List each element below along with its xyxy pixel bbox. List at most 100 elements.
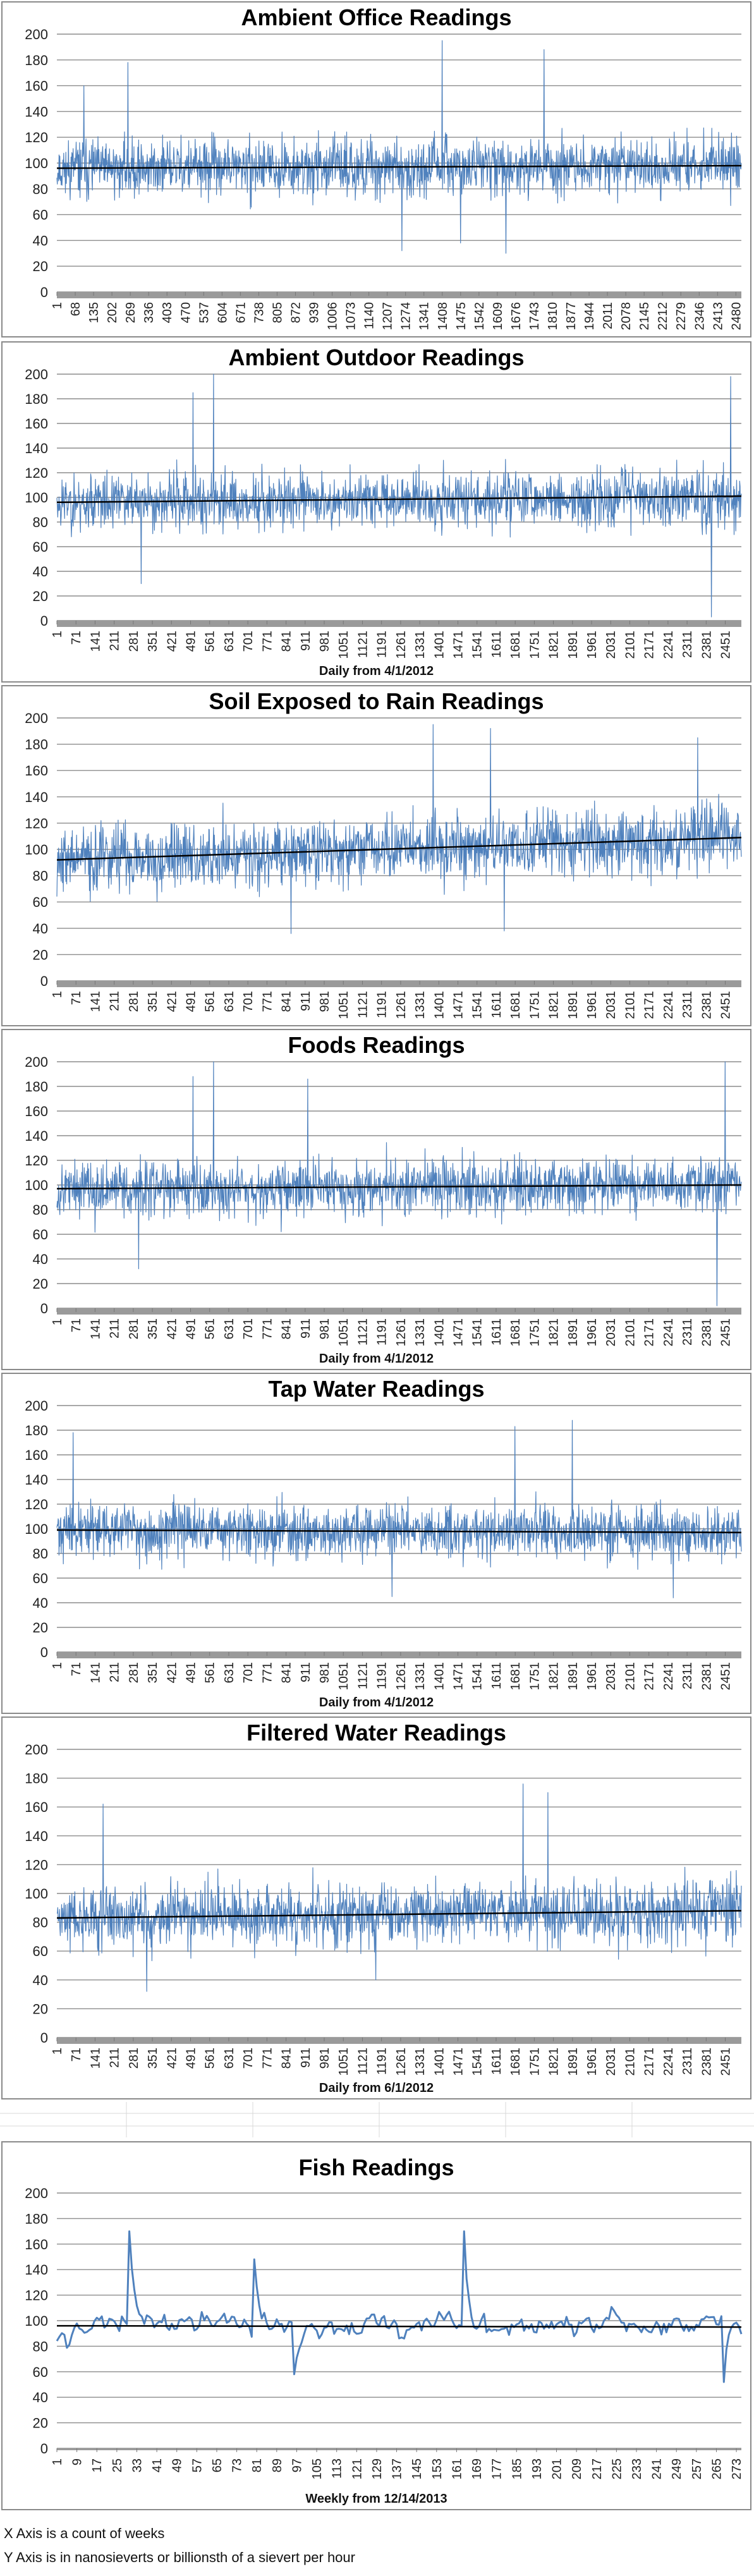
- x-tick-label: 1471: [452, 631, 466, 659]
- x-tick-label: 1541: [471, 1662, 485, 1691]
- x-tick-label: 1541: [471, 631, 485, 659]
- x-tick-label: 1961: [585, 1662, 599, 1691]
- x-tick-label: 105: [310, 2458, 324, 2479]
- x-tick-label: 351: [146, 2048, 160, 2069]
- trend-line: [56, 837, 742, 861]
- x-tick-label: 141: [88, 2048, 102, 2069]
- x-tick-label: 1751: [528, 1318, 542, 1347]
- x-tick-label: 1542: [473, 302, 487, 331]
- chart-svg: Foods Readings 0 20 40 60 80 100 120 140 160 180 20…: [25, 1032, 742, 1366]
- x-axis: [57, 2038, 741, 2044]
- y-tick-label: 60: [33, 2364, 48, 2380]
- y-tick-label: 60: [33, 1571, 48, 1586]
- x-tick-label: 911: [299, 1662, 313, 1682]
- y-tick-label: 140: [25, 2262, 48, 2278]
- y-tick-label: 60: [33, 539, 48, 555]
- y-tick-label: 200: [25, 367, 48, 382]
- x-tick-label: 841: [280, 1662, 294, 1683]
- x-tick-label: 491: [185, 991, 198, 1012]
- y-tick-label: 40: [33, 1251, 48, 1267]
- x-tick-label: 1611: [490, 1318, 504, 1346]
- x-tick-label: 1611: [490, 2048, 504, 2075]
- x-tick-label: 1751: [528, 1662, 542, 1691]
- y-tick-label: 140: [25, 1472, 48, 1488]
- x-tick-label: 1681: [509, 631, 523, 659]
- x-tick-label: 2011: [601, 302, 615, 329]
- x-tick-label: 2031: [604, 1662, 618, 1691]
- data-series-line: [56, 374, 742, 617]
- x-tick-label: 2101: [623, 1318, 637, 1347]
- x-tick-label: 1611: [490, 1662, 504, 1689]
- x-tick-label: 470: [179, 302, 193, 323]
- y-tick-label: 140: [25, 1828, 48, 1844]
- x-axis: [57, 621, 741, 627]
- x-tick-label: 257: [690, 2458, 704, 2479]
- x-axis: [57, 1652, 741, 1658]
- x-tick-label: 872: [289, 302, 303, 323]
- x-tick-label: 1401: [432, 991, 446, 1019]
- x-tick-label: 2381: [700, 631, 714, 659]
- chart-title: Ambient Office Readings: [241, 4, 511, 30]
- y-tick-label: 40: [33, 564, 48, 580]
- x-tick-label: 68: [69, 302, 83, 316]
- x-axis-label: Daily from 4/1/2012: [319, 664, 434, 678]
- x-tick-label: 2101: [623, 631, 637, 659]
- x-tick-label: 1891: [566, 1318, 580, 1347]
- chart-title: Foods Readings: [288, 1032, 465, 1058]
- x-tick-label: 193: [530, 2458, 544, 2479]
- data-series-line: [56, 40, 742, 254]
- x-tick-label: 939: [308, 302, 322, 323]
- x-tick-label: 1191: [375, 631, 389, 658]
- x-tick-label: 225: [610, 2458, 624, 2479]
- trend-line: [56, 1184, 742, 1190]
- x-tick-label: 2101: [623, 991, 637, 1019]
- y-tick-label: 120: [25, 465, 48, 481]
- x-tick-label: 911: [299, 991, 313, 1011]
- x-tick-label: 1821: [547, 2048, 561, 2076]
- x-tick-label: 1191: [375, 1318, 389, 1346]
- y-tick-label: 160: [25, 2237, 48, 2252]
- x-tick-label: 161: [450, 2458, 464, 2479]
- x-tick-label: 1401: [432, 1662, 446, 1691]
- y-tick-label: 60: [33, 1227, 48, 1242]
- x-tick-label: 201: [550, 2458, 564, 2479]
- y-tick-label: 140: [25, 104, 48, 119]
- x-tick-label: 1331: [413, 2048, 427, 2076]
- x-tick-label: 209: [570, 2458, 584, 2479]
- y-tick-label: 40: [33, 1972, 48, 1988]
- y-tick-label: 20: [33, 1276, 48, 1292]
- x-tick-label: 491: [185, 1318, 198, 1339]
- x-tick-label: 1681: [509, 1318, 523, 1347]
- x-tick-label: 421: [165, 1662, 179, 1683]
- x-tick-label: 177: [490, 2458, 504, 2479]
- x-tick-label: 2241: [662, 2048, 676, 2076]
- x-tick-label: 141: [88, 1662, 102, 1683]
- x-tick-label: 71: [70, 631, 83, 645]
- y-tick-label: 180: [25, 1771, 48, 1787]
- x-tick-label: 281: [127, 631, 141, 652]
- x-tick-label: 2480: [729, 302, 743, 331]
- x-tick-label: 169: [470, 2458, 484, 2479]
- x-tick-label: 2346: [693, 302, 707, 331]
- x-tick-label: 1261: [394, 1318, 408, 1347]
- x-tick-label: 121: [350, 2458, 364, 2479]
- x-tick-label: 421: [165, 631, 179, 652]
- x-axis: [57, 1308, 741, 1315]
- spreadsheet-grid: [0, 2102, 754, 2137]
- x-tick-label: 2451: [719, 1662, 733, 1691]
- x-tick-label: 1609: [491, 302, 505, 331]
- x-tick-label: 1051: [337, 2048, 351, 2076]
- x-axis-label: Daily from 4/1/2012: [319, 1696, 434, 1710]
- x-tick-label: 351: [146, 631, 160, 652]
- x-tick-label: 604: [216, 302, 229, 323]
- y-tick-label: 40: [33, 2390, 48, 2405]
- x-tick-label: 211: [108, 991, 122, 1011]
- x-tick-label: 1: [51, 2458, 64, 2465]
- x-tick-label: 89: [271, 2458, 284, 2472]
- data-series-line: [56, 1061, 742, 1306]
- x-tick-label: 981: [318, 631, 332, 652]
- y-tick-label: 200: [25, 1742, 48, 1758]
- x-tick-label: 771: [260, 631, 274, 652]
- x-tick-label: 233: [630, 2458, 644, 2479]
- y-tick-label: 160: [25, 78, 48, 94]
